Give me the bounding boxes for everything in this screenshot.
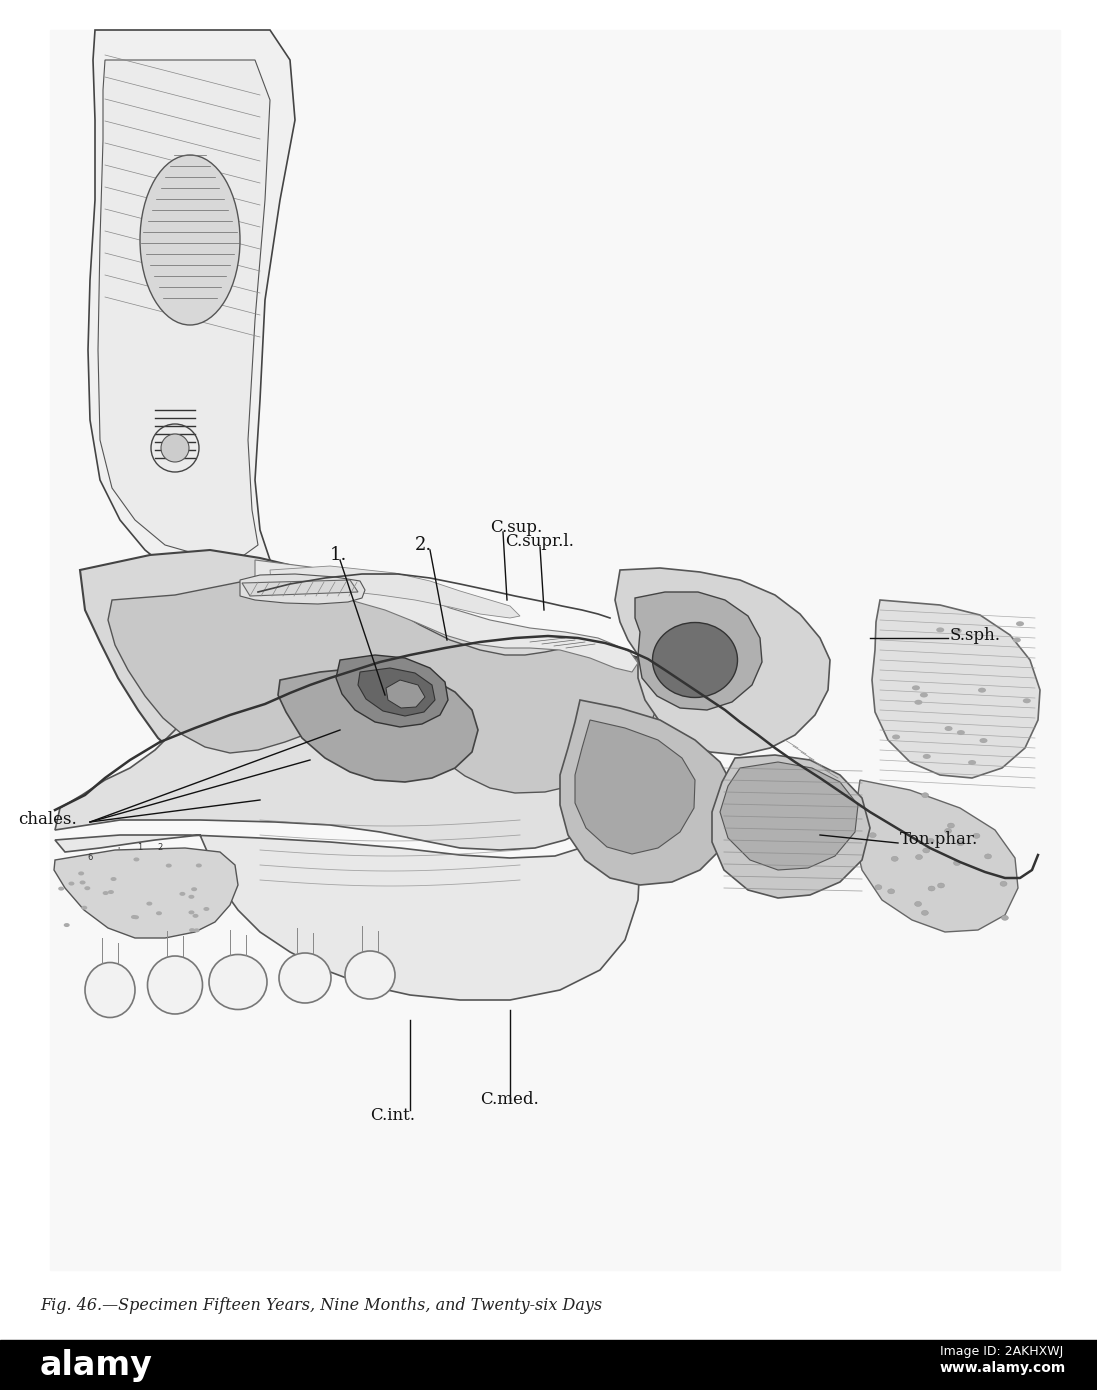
Polygon shape	[575, 720, 695, 853]
Text: Fig. 46.—Specimen Fifteen Years, Nine Months, and Twenty-six Days: Fig. 46.—Specimen Fifteen Years, Nine Mo…	[39, 1297, 602, 1314]
Polygon shape	[88, 31, 295, 589]
Ellipse shape	[103, 891, 109, 895]
Text: www.alamy.com: www.alamy.com	[940, 1361, 1066, 1375]
Text: 2.: 2.	[415, 537, 432, 555]
Ellipse shape	[180, 892, 185, 897]
Ellipse shape	[953, 860, 961, 866]
Ellipse shape	[134, 858, 139, 862]
Ellipse shape	[203, 908, 210, 910]
Ellipse shape	[80, 880, 86, 884]
Ellipse shape	[58, 887, 65, 891]
Ellipse shape	[1000, 881, 1007, 887]
Polygon shape	[615, 569, 830, 755]
Ellipse shape	[869, 833, 877, 838]
Ellipse shape	[928, 885, 935, 891]
Ellipse shape	[653, 623, 737, 698]
Polygon shape	[50, 31, 1060, 1270]
Ellipse shape	[892, 734, 900, 739]
Ellipse shape	[147, 956, 203, 1013]
Text: S.sph.: S.sph.	[950, 627, 1000, 644]
Ellipse shape	[923, 753, 930, 759]
Ellipse shape	[1022, 698, 1031, 703]
Ellipse shape	[189, 929, 195, 933]
Ellipse shape	[957, 841, 964, 845]
Polygon shape	[55, 805, 640, 999]
Ellipse shape	[923, 848, 930, 853]
Polygon shape	[255, 560, 638, 671]
Ellipse shape	[979, 688, 986, 692]
Polygon shape	[0, 1340, 1097, 1390]
Polygon shape	[872, 600, 1040, 778]
Ellipse shape	[945, 726, 952, 731]
Ellipse shape	[957, 730, 965, 735]
Ellipse shape	[938, 883, 945, 888]
Ellipse shape	[945, 828, 951, 834]
Polygon shape	[270, 566, 520, 619]
Ellipse shape	[1013, 638, 1021, 642]
Ellipse shape	[189, 895, 194, 899]
Ellipse shape	[912, 685, 920, 691]
Ellipse shape	[161, 434, 189, 461]
Polygon shape	[242, 580, 358, 596]
Ellipse shape	[921, 792, 929, 798]
Ellipse shape	[68, 881, 75, 885]
Ellipse shape	[196, 863, 202, 867]
Text: 1.: 1.	[330, 546, 348, 564]
Text: 2: 2	[157, 842, 162, 852]
Polygon shape	[358, 669, 436, 716]
Polygon shape	[855, 780, 1018, 933]
Ellipse shape	[921, 910, 928, 916]
Ellipse shape	[927, 838, 935, 844]
Ellipse shape	[948, 823, 954, 828]
Ellipse shape	[156, 912, 162, 915]
Ellipse shape	[891, 856, 898, 862]
Ellipse shape	[973, 834, 980, 838]
Polygon shape	[336, 655, 448, 727]
Polygon shape	[108, 582, 660, 794]
Ellipse shape	[140, 156, 240, 325]
Text: Image ID: 2AKHXWJ: Image ID: 2AKHXWJ	[940, 1346, 1063, 1358]
Polygon shape	[386, 680, 425, 708]
Ellipse shape	[189, 910, 194, 915]
Ellipse shape	[936, 627, 945, 632]
Ellipse shape	[210, 955, 267, 1009]
Text: C.int.: C.int.	[370, 1106, 415, 1123]
Text: C.med.: C.med.	[480, 1091, 539, 1108]
Text: chales.: chales.	[18, 812, 77, 828]
Polygon shape	[635, 592, 762, 710]
Ellipse shape	[953, 628, 962, 634]
Ellipse shape	[344, 951, 395, 999]
Ellipse shape	[194, 929, 200, 933]
Ellipse shape	[920, 692, 928, 698]
Polygon shape	[80, 550, 670, 817]
Ellipse shape	[166, 863, 172, 867]
Polygon shape	[720, 762, 858, 870]
Ellipse shape	[279, 954, 331, 1004]
Text: 1: 1	[137, 844, 143, 852]
Ellipse shape	[146, 902, 152, 906]
Polygon shape	[712, 755, 870, 898]
Polygon shape	[559, 701, 735, 885]
Ellipse shape	[131, 915, 137, 919]
Ellipse shape	[84, 962, 135, 1017]
Polygon shape	[98, 60, 270, 557]
Polygon shape	[54, 848, 238, 938]
Ellipse shape	[192, 913, 199, 917]
Ellipse shape	[968, 760, 976, 764]
Ellipse shape	[916, 855, 923, 859]
Ellipse shape	[111, 877, 116, 881]
Ellipse shape	[915, 699, 923, 705]
Ellipse shape	[980, 738, 987, 744]
Ellipse shape	[1002, 916, 1008, 920]
Polygon shape	[55, 638, 620, 851]
Ellipse shape	[133, 915, 139, 919]
Text: C.sup.: C.sup.	[490, 518, 542, 535]
Ellipse shape	[915, 902, 921, 906]
Ellipse shape	[84, 887, 90, 890]
Ellipse shape	[64, 923, 70, 927]
Ellipse shape	[78, 872, 84, 876]
Ellipse shape	[875, 884, 882, 890]
Polygon shape	[278, 669, 478, 783]
Ellipse shape	[887, 888, 895, 894]
